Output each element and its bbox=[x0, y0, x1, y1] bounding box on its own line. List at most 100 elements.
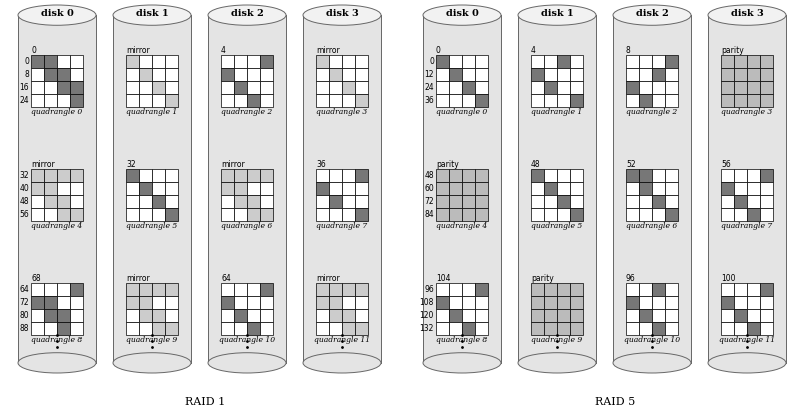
Bar bbox=[70, 208, 83, 221]
Bar bbox=[221, 309, 234, 322]
Text: quadrangle 8: quadrangle 8 bbox=[31, 336, 83, 344]
Bar bbox=[665, 195, 678, 208]
Bar bbox=[475, 309, 488, 322]
Bar bbox=[570, 296, 583, 309]
Bar bbox=[234, 169, 247, 182]
Bar bbox=[355, 94, 368, 107]
Bar bbox=[316, 81, 329, 94]
Bar bbox=[544, 169, 557, 182]
Bar bbox=[747, 182, 760, 195]
Bar bbox=[557, 309, 570, 322]
Bar bbox=[544, 208, 557, 221]
Bar bbox=[260, 208, 273, 221]
Bar bbox=[342, 68, 355, 81]
Bar bbox=[570, 309, 583, 322]
Bar bbox=[31, 322, 44, 335]
Bar bbox=[260, 94, 273, 107]
Bar bbox=[234, 309, 247, 322]
Bar bbox=[570, 169, 583, 182]
Bar bbox=[316, 208, 329, 221]
Bar bbox=[449, 55, 462, 68]
Bar bbox=[721, 309, 734, 322]
Bar bbox=[260, 169, 273, 182]
Bar bbox=[462, 296, 475, 309]
Bar bbox=[665, 296, 678, 309]
Bar bbox=[126, 169, 139, 182]
Bar bbox=[665, 68, 678, 81]
Bar bbox=[449, 296, 462, 309]
Text: mirror: mirror bbox=[31, 160, 54, 169]
Bar bbox=[747, 81, 760, 94]
Text: quadrangle 2: quadrangle 2 bbox=[221, 108, 272, 116]
Bar bbox=[329, 81, 342, 94]
Bar bbox=[734, 309, 747, 322]
Bar bbox=[44, 208, 57, 221]
Bar bbox=[436, 169, 449, 182]
Bar bbox=[734, 283, 747, 296]
Bar bbox=[355, 55, 368, 68]
Bar bbox=[126, 182, 139, 195]
Bar bbox=[165, 309, 178, 322]
Bar bbox=[316, 296, 329, 309]
Ellipse shape bbox=[613, 353, 691, 373]
Text: mirror: mirror bbox=[126, 274, 150, 283]
Bar bbox=[70, 182, 83, 195]
Bar bbox=[760, 208, 773, 221]
Bar bbox=[760, 55, 773, 68]
Bar bbox=[329, 94, 342, 107]
Bar bbox=[626, 94, 639, 107]
Bar bbox=[57, 94, 70, 107]
Bar bbox=[342, 283, 355, 296]
Bar bbox=[557, 182, 570, 195]
Bar bbox=[329, 208, 342, 221]
Bar bbox=[652, 68, 665, 81]
Bar bbox=[760, 195, 773, 208]
Bar bbox=[475, 283, 488, 296]
Text: 120: 120 bbox=[420, 311, 434, 320]
Bar bbox=[165, 195, 178, 208]
Bar bbox=[462, 309, 475, 322]
Bar bbox=[462, 81, 475, 94]
Bar bbox=[475, 68, 488, 81]
Bar bbox=[557, 94, 570, 107]
Text: quadrangle 0: quadrangle 0 bbox=[437, 108, 488, 116]
Bar bbox=[721, 68, 734, 81]
Bar bbox=[665, 309, 678, 322]
Bar bbox=[570, 182, 583, 195]
Ellipse shape bbox=[18, 353, 96, 373]
Text: quadrangle 7: quadrangle 7 bbox=[722, 222, 773, 230]
Bar bbox=[475, 322, 488, 335]
Bar bbox=[436, 94, 449, 107]
Bar bbox=[126, 322, 139, 335]
Bar bbox=[747, 322, 760, 335]
Bar bbox=[57, 283, 70, 296]
Text: 48: 48 bbox=[19, 197, 29, 206]
Text: 48: 48 bbox=[531, 160, 541, 169]
Text: quadrangle 7: quadrangle 7 bbox=[316, 222, 368, 230]
Bar bbox=[31, 195, 44, 208]
Text: mirror: mirror bbox=[221, 160, 245, 169]
Bar bbox=[626, 55, 639, 68]
Bar bbox=[639, 208, 652, 221]
Bar bbox=[57, 309, 70, 322]
Bar bbox=[652, 169, 665, 182]
Bar bbox=[557, 322, 570, 335]
Bar bbox=[449, 195, 462, 208]
Text: parity: parity bbox=[436, 160, 459, 169]
Bar bbox=[316, 309, 329, 322]
Bar bbox=[462, 94, 475, 107]
Text: RAID 5: RAID 5 bbox=[595, 397, 635, 407]
Bar bbox=[570, 208, 583, 221]
Bar bbox=[652, 322, 665, 335]
Bar bbox=[139, 195, 152, 208]
Bar bbox=[126, 195, 139, 208]
Bar bbox=[260, 296, 273, 309]
Bar bbox=[531, 81, 544, 94]
Bar bbox=[139, 68, 152, 81]
Bar bbox=[44, 309, 57, 322]
Bar bbox=[165, 55, 178, 68]
Ellipse shape bbox=[113, 5, 191, 25]
Bar bbox=[234, 81, 247, 94]
Bar bbox=[449, 283, 462, 296]
Text: 60: 60 bbox=[425, 184, 434, 193]
